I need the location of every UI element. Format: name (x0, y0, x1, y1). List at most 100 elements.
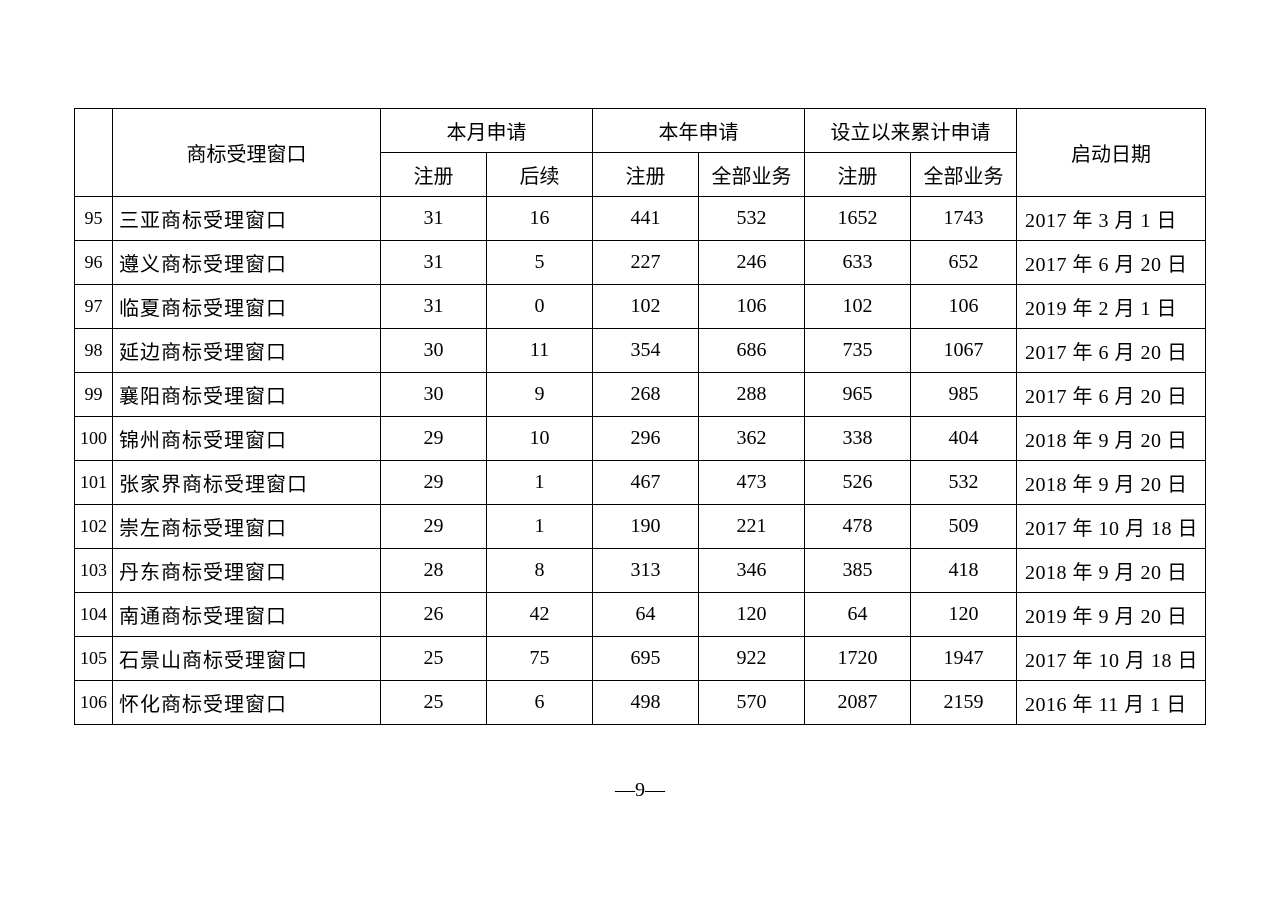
table-row: 99襄阳商标受理窗口3092682889659852017 年 6 月 20 日 (75, 373, 1206, 417)
header-window: 商标受理窗口 (113, 109, 381, 197)
cell-date: 2019 年 9 月 20 日 (1017, 593, 1206, 637)
cell-year-all: 532 (699, 197, 805, 241)
cell-cum-all: 2159 (911, 681, 1017, 725)
cell-cum-reg: 633 (805, 241, 911, 285)
cell-window: 锦州商标受理窗口 (113, 417, 381, 461)
header-year: 本年申请 (593, 109, 805, 153)
cell-month-follow: 6 (487, 681, 593, 725)
table-row: 97临夏商标受理窗口3101021061021062019 年 2 月 1 日 (75, 285, 1206, 329)
cell-cum-all: 120 (911, 593, 1017, 637)
cell-year-reg: 441 (593, 197, 699, 241)
header-cum-reg: 注册 (805, 153, 911, 197)
cell-month-reg: 31 (381, 197, 487, 241)
table-row: 101张家界商标受理窗口2914674735265322018 年 9 月 20… (75, 461, 1206, 505)
cell-year-all: 686 (699, 329, 805, 373)
cell-window: 三亚商标受理窗口 (113, 197, 381, 241)
cell-cum-reg: 965 (805, 373, 911, 417)
cell-year-reg: 695 (593, 637, 699, 681)
cell-date: 2017 年 10 月 18 日 (1017, 505, 1206, 549)
cell-month-follow: 0 (487, 285, 593, 329)
header-month-reg: 注册 (381, 153, 487, 197)
cell-month-reg: 26 (381, 593, 487, 637)
cell-year-reg: 354 (593, 329, 699, 373)
cell-year-reg: 190 (593, 505, 699, 549)
cell-window: 崇左商标受理窗口 (113, 505, 381, 549)
cell-month-follow: 1 (487, 505, 593, 549)
cell-year-reg: 296 (593, 417, 699, 461)
header-year-all: 全部业务 (699, 153, 805, 197)
cell-idx: 100 (75, 417, 113, 461)
cell-date: 2018 年 9 月 20 日 (1017, 417, 1206, 461)
cell-idx: 104 (75, 593, 113, 637)
cell-year-reg: 467 (593, 461, 699, 505)
cell-cum-reg: 385 (805, 549, 911, 593)
cell-month-reg: 29 (381, 417, 487, 461)
cell-idx: 103 (75, 549, 113, 593)
cell-year-reg: 227 (593, 241, 699, 285)
header-month-follow: 后续 (487, 153, 593, 197)
cell-year-reg: 102 (593, 285, 699, 329)
cell-month-reg: 30 (381, 329, 487, 373)
cell-idx: 102 (75, 505, 113, 549)
table-row: 95三亚商标受理窗口3116441532165217432017 年 3 月 1… (75, 197, 1206, 241)
cell-year-all: 362 (699, 417, 805, 461)
cell-cum-reg: 102 (805, 285, 911, 329)
cell-cum-all: 509 (911, 505, 1017, 549)
cell-month-reg: 31 (381, 285, 487, 329)
cell-year-all: 473 (699, 461, 805, 505)
cell-idx: 96 (75, 241, 113, 285)
cell-cum-all: 1947 (911, 637, 1017, 681)
cell-cum-all: 985 (911, 373, 1017, 417)
table-row: 98延边商标受理窗口301135468673510672017 年 6 月 20… (75, 329, 1206, 373)
cell-month-follow: 16 (487, 197, 593, 241)
cell-month-reg: 25 (381, 681, 487, 725)
cell-year-all: 346 (699, 549, 805, 593)
cell-idx: 105 (75, 637, 113, 681)
cell-window: 丹东商标受理窗口 (113, 549, 381, 593)
cell-year-all: 106 (699, 285, 805, 329)
page-number: —9— (615, 779, 665, 802)
cell-year-reg: 64 (593, 593, 699, 637)
cell-cum-reg: 338 (805, 417, 911, 461)
cell-month-follow: 1 (487, 461, 593, 505)
cell-date: 2017 年 10 月 18 日 (1017, 637, 1206, 681)
cell-window: 石景山商标受理窗口 (113, 637, 381, 681)
cell-month-follow: 75 (487, 637, 593, 681)
cell-window: 张家界商标受理窗口 (113, 461, 381, 505)
cell-window: 南通商标受理窗口 (113, 593, 381, 637)
cell-cum-all: 106 (911, 285, 1017, 329)
cell-cum-reg: 478 (805, 505, 911, 549)
cell-cum-all: 404 (911, 417, 1017, 461)
trademark-table: 商标受理窗口 本月申请 本年申请 设立以来累计申请 启动日期 注册 后续 注册 … (74, 108, 1206, 725)
cell-idx: 101 (75, 461, 113, 505)
cell-month-reg: 29 (381, 461, 487, 505)
cell-cum-reg: 526 (805, 461, 911, 505)
cell-month-reg: 29 (381, 505, 487, 549)
cell-year-all: 246 (699, 241, 805, 285)
cell-month-reg: 28 (381, 549, 487, 593)
header-month: 本月申请 (381, 109, 593, 153)
header-cum-all: 全部业务 (911, 153, 1017, 197)
cell-window: 怀化商标受理窗口 (113, 681, 381, 725)
table-row: 104南通商标受理窗口264264120641202019 年 9 月 20 日 (75, 593, 1206, 637)
cell-cum-reg: 735 (805, 329, 911, 373)
table-row: 100锦州商标受理窗口29102963623384042018 年 9 月 20… (75, 417, 1206, 461)
cell-year-all: 120 (699, 593, 805, 637)
table-row: 103丹东商标受理窗口2883133463854182018 年 9 月 20 … (75, 549, 1206, 593)
cell-cum-reg: 1720 (805, 637, 911, 681)
cell-window: 延边商标受理窗口 (113, 329, 381, 373)
cell-month-reg: 31 (381, 241, 487, 285)
cell-month-reg: 25 (381, 637, 487, 681)
cell-date: 2017 年 6 月 20 日 (1017, 329, 1206, 373)
cell-cum-all: 1743 (911, 197, 1017, 241)
cell-year-reg: 268 (593, 373, 699, 417)
cell-cum-all: 652 (911, 241, 1017, 285)
cell-date: 2017 年 6 月 20 日 (1017, 373, 1206, 417)
cell-window: 遵义商标受理窗口 (113, 241, 381, 285)
cell-cum-all: 532 (911, 461, 1017, 505)
cell-month-follow: 5 (487, 241, 593, 285)
header-idx (75, 109, 113, 197)
cell-date: 2017 年 3 月 1 日 (1017, 197, 1206, 241)
cell-month-follow: 8 (487, 549, 593, 593)
cell-idx: 99 (75, 373, 113, 417)
